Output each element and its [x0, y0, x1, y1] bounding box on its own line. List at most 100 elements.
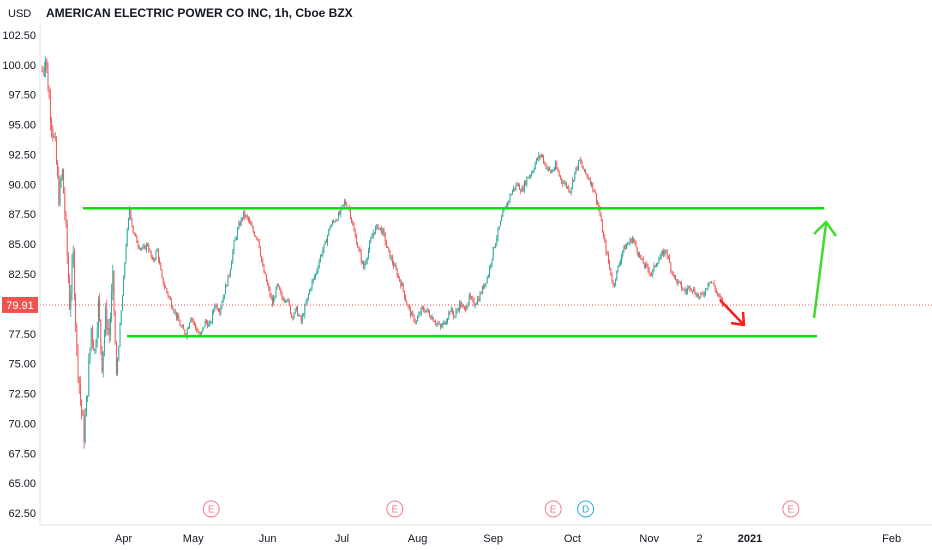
candle-body: [323, 244, 325, 251]
candle-body: [435, 322, 437, 324]
candle-body: [214, 306, 216, 310]
candle-body: [357, 244, 359, 248]
candle-body: [376, 224, 378, 228]
candle-body: [479, 293, 481, 302]
candle-body: [345, 201, 347, 205]
candle-body: [609, 261, 611, 268]
candle-body: [697, 294, 699, 298]
candle-body: [149, 250, 151, 252]
time-axis[interactable]: AprMayJunJulAugSepOctNov22021Feb22: [40, 524, 932, 545]
candle-body: [197, 331, 199, 333]
candle-body: [678, 281, 680, 282]
candle-body: [665, 249, 667, 252]
candle-body: [339, 212, 341, 215]
candle-body: [159, 259, 161, 264]
candle-body: [621, 255, 623, 262]
candle-body: [73, 251, 75, 298]
candle-body: [138, 246, 140, 249]
candle-body: [120, 310, 122, 325]
time-tick-label: 2: [697, 533, 703, 545]
candle-body: [709, 281, 711, 283]
candle-body: [324, 240, 326, 245]
candle-body: [352, 221, 354, 226]
candle-body: [453, 312, 455, 317]
candle-body: [696, 294, 698, 297]
candle-body: [565, 183, 567, 188]
candle-body: [691, 290, 693, 292]
candle-body: [373, 232, 375, 234]
candle-body: [172, 307, 174, 311]
time-tick-label: Nov: [639, 533, 659, 545]
candle-body: [443, 321, 445, 324]
candle-body: [77, 347, 79, 378]
price-tick-label: 62.50: [8, 508, 36, 520]
candle-body: [211, 311, 213, 322]
candle-body: [666, 251, 668, 257]
candle-body: [448, 311, 450, 319]
candle-body: [425, 309, 427, 313]
up-arrow-head: [813, 220, 838, 237]
price-axis[interactable]: 102.50 100.00 97.50 95.00 92.50 90.00 87.50 85.…: [2, 23, 41, 525]
candle-body: [491, 258, 493, 265]
candle-body: [382, 229, 384, 234]
candle-body: [286, 300, 288, 302]
candle-body: [509, 194, 511, 201]
price-tick-label: 67.50: [8, 448, 36, 460]
candle-body: [100, 319, 102, 347]
candle-body: [551, 170, 553, 173]
candle-body: [48, 90, 50, 98]
current-price-label: [2, 296, 38, 313]
dividend-marker[interactable]: D: [577, 500, 595, 518]
candle-body: [483, 286, 485, 289]
candle-body: [717, 291, 719, 295]
candle-body: [667, 256, 669, 258]
candle-body: [415, 320, 417, 322]
candle-body: [51, 121, 53, 129]
candle-body: [652, 269, 654, 275]
candle-body: [204, 320, 206, 327]
candle-body: [391, 257, 393, 264]
price-tick-label: 90.00: [8, 179, 36, 191]
candle-body: [343, 201, 345, 205]
candle-body: [142, 247, 144, 249]
candle-body: [390, 257, 392, 259]
earnings-marker[interactable]: E: [544, 500, 562, 518]
candle-body: [664, 249, 666, 256]
candle-body: [337, 212, 339, 221]
candle-body: [660, 253, 662, 258]
earnings-marker[interactable]: E: [202, 500, 220, 518]
candle-body: [46, 59, 48, 69]
earnings-marker[interactable]: E: [782, 500, 800, 518]
candle-body: [389, 250, 391, 259]
candle-body: [198, 332, 200, 335]
time-tick-label: Jul: [335, 533, 349, 545]
earnings-marker[interactable]: E: [386, 500, 404, 518]
candle-body: [538, 155, 540, 160]
candle-body: [684, 289, 686, 292]
candle-body: [45, 59, 47, 71]
candle-body: [123, 276, 125, 296]
candle-body: [543, 156, 545, 163]
candle-body: [97, 299, 99, 330]
candle-body: [477, 298, 479, 304]
candle-body: [423, 308, 425, 311]
candle-body: [87, 395, 89, 398]
down-arrow-head: [730, 311, 746, 327]
marker-circle: [577, 500, 595, 518]
candle-body: [591, 182, 593, 185]
candle-body: [201, 331, 203, 335]
candle-body: [131, 218, 133, 226]
candle-body: [581, 162, 583, 167]
candle-body: [175, 311, 177, 319]
candle-body: [369, 242, 371, 251]
candle-body: [702, 293, 704, 295]
candle-body: [76, 325, 78, 348]
candle-body: [613, 283, 615, 285]
candle-body: [219, 311, 221, 314]
candle-body: [429, 312, 431, 317]
candle-body: [203, 326, 205, 328]
candle-body: [167, 292, 169, 297]
candle-body: [183, 326, 185, 330]
candle-body: [713, 283, 715, 286]
